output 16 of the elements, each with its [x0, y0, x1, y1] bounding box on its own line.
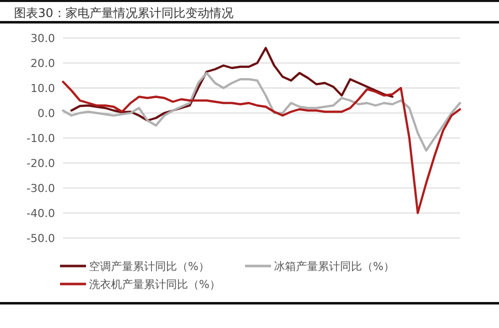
legend-label: 洗衣机产量累计同比（%）: [89, 278, 220, 291]
chart-title: 图表30：家电产量情况累计同比变动情况: [14, 6, 234, 20]
line-series: [70, 46, 394, 122]
y-tick-label: 10.0: [30, 82, 55, 95]
y-tick-label: -20.0: [26, 157, 55, 170]
y-tick-label: -50.0: [26, 232, 55, 245]
line-series: [62, 80, 462, 214]
legend-label: 冰箱产量累计同比（%）: [274, 260, 394, 273]
line-series: [62, 72, 462, 152]
legend-label: 空调产量累计同比（%）: [89, 260, 210, 273]
y-tick-label: -40.0: [26, 207, 55, 220]
y-tick-label: -30.0: [26, 182, 55, 195]
y-tick-label: 20.0: [30, 57, 55, 70]
y-tick-label: 0.0: [38, 107, 55, 120]
y-tick-label: -10.0: [26, 132, 55, 145]
y-tick-label: 30.0: [30, 32, 55, 45]
